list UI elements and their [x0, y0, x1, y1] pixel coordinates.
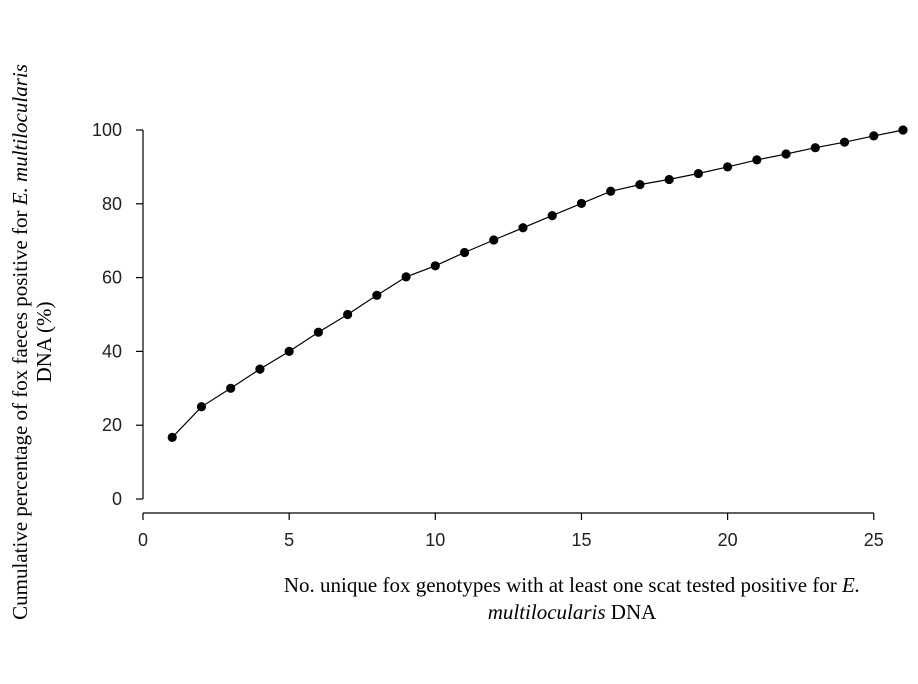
data-point — [723, 162, 733, 172]
y-tick-label: 80 — [102, 194, 122, 214]
data-point — [664, 174, 674, 185]
y-tick-label: 20 — [102, 415, 122, 435]
y-tick-label: 0 — [112, 489, 122, 509]
y-tick-label: 100 — [92, 120, 122, 140]
data-point — [459, 247, 470, 258]
x-tick-label: 0 — [138, 530, 148, 550]
x-axis-title-line-1: No. unique fox genotypes with at least o… — [284, 573, 860, 597]
data-point — [255, 364, 265, 374]
data-point — [284, 346, 294, 356]
x-ticks: 0 5 10 15 20 25 — [138, 513, 884, 550]
x-tick-label: 25 — [864, 530, 884, 550]
y-tick-label: 60 — [102, 268, 122, 288]
data-point — [547, 211, 557, 221]
x-tick-label: 10 — [425, 530, 445, 550]
series-line — [171, 129, 904, 438]
data-point — [693, 168, 703, 179]
data-point — [839, 137, 850, 147]
y-ticks: 0 20 40 60 80 100 — [92, 120, 143, 509]
data-point — [518, 223, 528, 233]
data-point — [810, 143, 820, 153]
data-point — [167, 432, 177, 442]
data-point — [635, 180, 645, 190]
data-point — [898, 125, 908, 135]
data-point — [196, 402, 207, 412]
axes: 0 20 40 60 80 100 0 5 10 15 20 25 — [92, 120, 884, 550]
data-point — [606, 186, 616, 196]
data-point — [372, 290, 382, 300]
data-point — [343, 309, 353, 320]
y-axis-title-line-1: Cumulative percentage of fox faeces posi… — [8, 64, 32, 620]
x-tick-label: 5 — [284, 530, 294, 550]
x-axis-title-line-2: multilocularis DNA — [488, 600, 657, 624]
series-group — [167, 125, 908, 442]
data-point — [430, 261, 440, 271]
x-tick-label: 20 — [718, 530, 738, 550]
data-point — [313, 327, 323, 337]
data-point — [752, 155, 762, 165]
y-axis-title-line-2: DNA (%) — [32, 301, 56, 382]
data-point — [576, 198, 587, 209]
data-point — [226, 383, 236, 393]
data-point — [489, 235, 499, 245]
data-point — [869, 131, 879, 141]
data-point — [401, 272, 411, 282]
x-tick-label: 15 — [571, 530, 591, 550]
y-tick-label: 40 — [102, 341, 122, 361]
data-point — [781, 149, 791, 159]
